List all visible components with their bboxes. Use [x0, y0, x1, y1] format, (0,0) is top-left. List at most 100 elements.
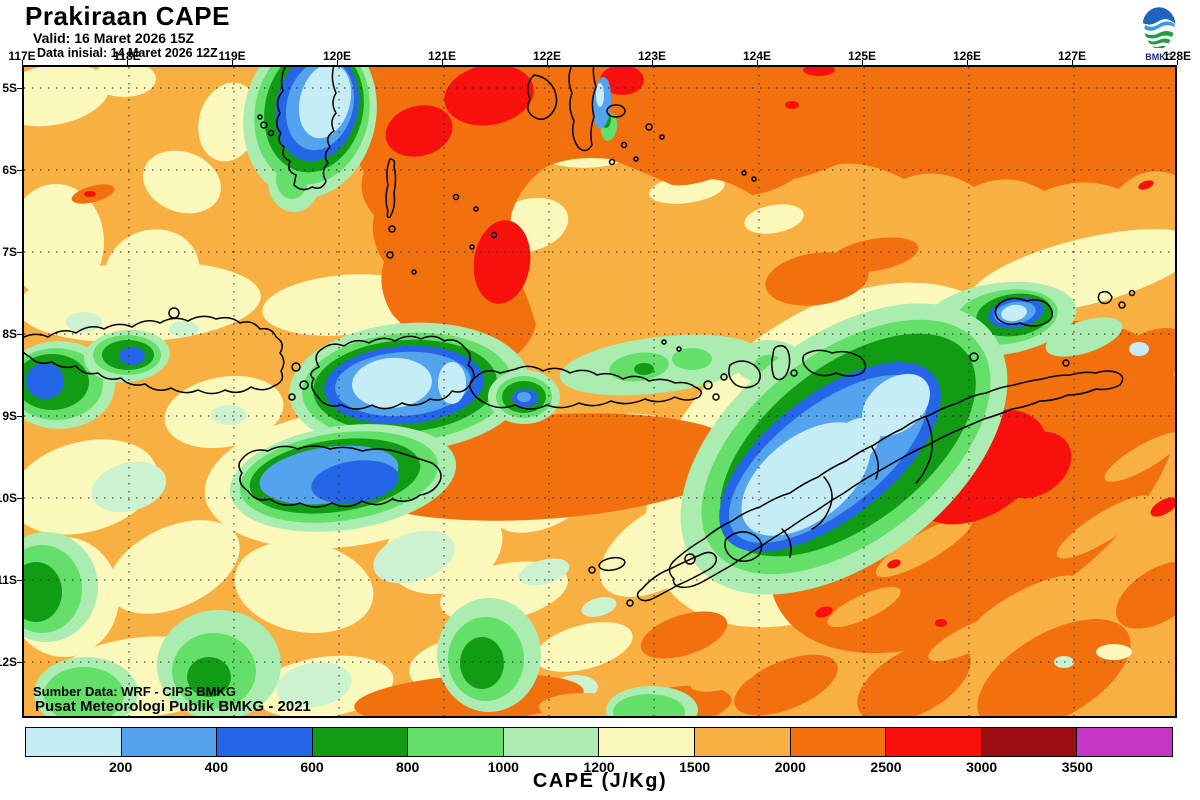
cape-colorbar-labels: 200 400 600 800 1000 1200 1500 2000 2500 3000 3500: [0, 759, 1200, 777]
lon-label-119E: 119E: [218, 49, 246, 63]
lon-label-122E: 122E: [532, 49, 562, 63]
lat-tick: [17, 334, 22, 335]
timor-internal-border: [811, 476, 833, 530]
cape-cream-speck: [1096, 644, 1132, 660]
lon-label-128E: 128E: [1162, 49, 1192, 63]
coast-alor: [802, 349, 867, 377]
coast-east-flores: [469, 365, 702, 410]
colorbar-tick-1000: 1000: [487, 759, 519, 775]
cape-low-band-east-flores: [559, 334, 804, 396]
cape-colorbar: [25, 727, 1173, 757]
lon-tick: [1072, 60, 1073, 65]
lon-label-118E: 118E: [113, 49, 141, 63]
bmkg-logo-text: BMKG: [1145, 52, 1173, 62]
page-title: Prakiraan CAPE: [25, 1, 230, 31]
colorbar-tick-1500: 1500: [679, 759, 711, 775]
lon-tick: [22, 60, 23, 65]
coast-buton: [568, 67, 597, 152]
colorbar-title: CAPE (J/Kg): [532, 770, 668, 792]
lat-tick: [17, 580, 22, 581]
coast-sumba: [238, 445, 442, 508]
lat-label-8S: 8S: [2, 327, 17, 341]
lat-label-7S: 7S: [2, 245, 17, 259]
colorbar-segment-4: [311, 727, 409, 757]
colorbar-segment-3: [216, 727, 313, 757]
coast-pantar: [770, 344, 791, 381]
coast-sulawesi: [276, 67, 337, 191]
lon-tick: [652, 60, 653, 65]
lon-label-127E: 127E: [1057, 49, 1087, 63]
lat-label-12S: 12S: [0, 655, 17, 669]
latitude-axis: 5S 6S 7S 8S 9S 10S 11S 12S: [0, 0, 22, 800]
lat-tick: [17, 416, 22, 417]
lat-tick: [17, 88, 22, 89]
colorbar-segment-7: [598, 727, 696, 757]
colorbar-tick-2500: 2500: [870, 759, 902, 775]
coast-wetar: [994, 297, 1053, 327]
lat-label-9S: 9S: [2, 409, 17, 423]
coast-selayar: [385, 158, 397, 219]
colorbar-tick-1200: 1200: [583, 759, 615, 775]
lat-tick: [17, 252, 22, 253]
coast-sumbawa: [24, 315, 285, 395]
lat-tick: [17, 498, 22, 499]
coast-west-flores: [310, 335, 475, 410]
colorbar-tick-3000: 3000: [966, 759, 998, 775]
cape-low-blob-sulawesi: [243, 67, 377, 212]
lon-label-126E: 126E: [952, 49, 982, 63]
cape-low-blob-west-flores: [289, 322, 529, 452]
map-frame: Sumber Data: WRF - CIPS BMKG Pusat Meteo…: [22, 65, 1177, 718]
colorbar-tick-2000: 2000: [774, 759, 806, 775]
coast-rote: [636, 551, 718, 602]
colorbar-segment-1: [25, 727, 122, 757]
lon-tick: [757, 60, 758, 65]
cape-low-blob-timor: [680, 303, 1008, 595]
bmkg-logo-icon: [1142, 4, 1176, 49]
colorbar-segment-8: [694, 727, 791, 757]
bmkg-logo: BMKG: [1133, 2, 1185, 62]
cape-low-blob-central-sumbawa: [84, 329, 170, 383]
colorbar-segment-10: [885, 727, 982, 757]
lon-label-120E: 120E: [322, 49, 352, 63]
colorbar-tick-800: 800: [395, 759, 420, 775]
colorbar-segment-2: [120, 727, 218, 757]
colorbar-segment-5: [407, 727, 504, 757]
colorbar-tick-400: 400: [204, 759, 229, 775]
lon-label-125E: 125E: [847, 49, 877, 63]
lat-label-6S: 6S: [2, 163, 17, 177]
lon-label-121E: 121E: [427, 49, 457, 63]
lat-label-10S: 10S: [0, 491, 17, 505]
lon-label-117E: 117E: [8, 49, 36, 63]
coast-timor: [668, 370, 1124, 589]
cape-low-sliver-buton: [592, 77, 618, 141]
lon-label-124E: 124E: [742, 49, 772, 63]
coast-muna: [527, 74, 558, 120]
colorbar-tick-200: 200: [108, 759, 133, 775]
colorbar-tick-600: 600: [300, 759, 324, 775]
init-time-line: Data inisial: 14 Maret 2026 12Z: [37, 46, 218, 60]
lon-tick: [232, 60, 233, 65]
lat-tick: [17, 662, 22, 663]
lon-tick: [1177, 60, 1178, 65]
colorbar-segment-12: [1076, 727, 1173, 757]
source-line-2: Pusat Meteorologi Publik BMKG - 2021: [35, 698, 311, 715]
lat-label-5S: 5S: [2, 81, 17, 95]
source-line-1: Sumber Data: WRF - CIPS BMKG: [33, 684, 236, 699]
coastline-outlines: [24, 67, 1136, 607]
colorbar-segment-6: [502, 727, 600, 757]
lon-tick: [337, 60, 338, 65]
colorbar-segment-9: [789, 727, 887, 757]
lon-tick: [547, 60, 548, 65]
lon-tick: [967, 60, 968, 65]
longitude-axis: 117E 118E 119E 120E 121E 122E 123E 124E 125E 126E…: [0, 49, 1200, 65]
cape-map-svg: [24, 67, 1175, 716]
lon-tick: [127, 60, 128, 65]
colorbar-tick-3500: 3500: [1061, 759, 1093, 775]
coast-lembata: [728, 360, 761, 389]
lon-tick: [862, 60, 863, 65]
valid-time-line: Valid: 16 Maret 2026 15Z: [33, 30, 195, 46]
cape-low-blob-central-flores: [488, 370, 560, 424]
lon-tick: [442, 60, 443, 65]
colorbar-segment-11: [980, 727, 1078, 757]
